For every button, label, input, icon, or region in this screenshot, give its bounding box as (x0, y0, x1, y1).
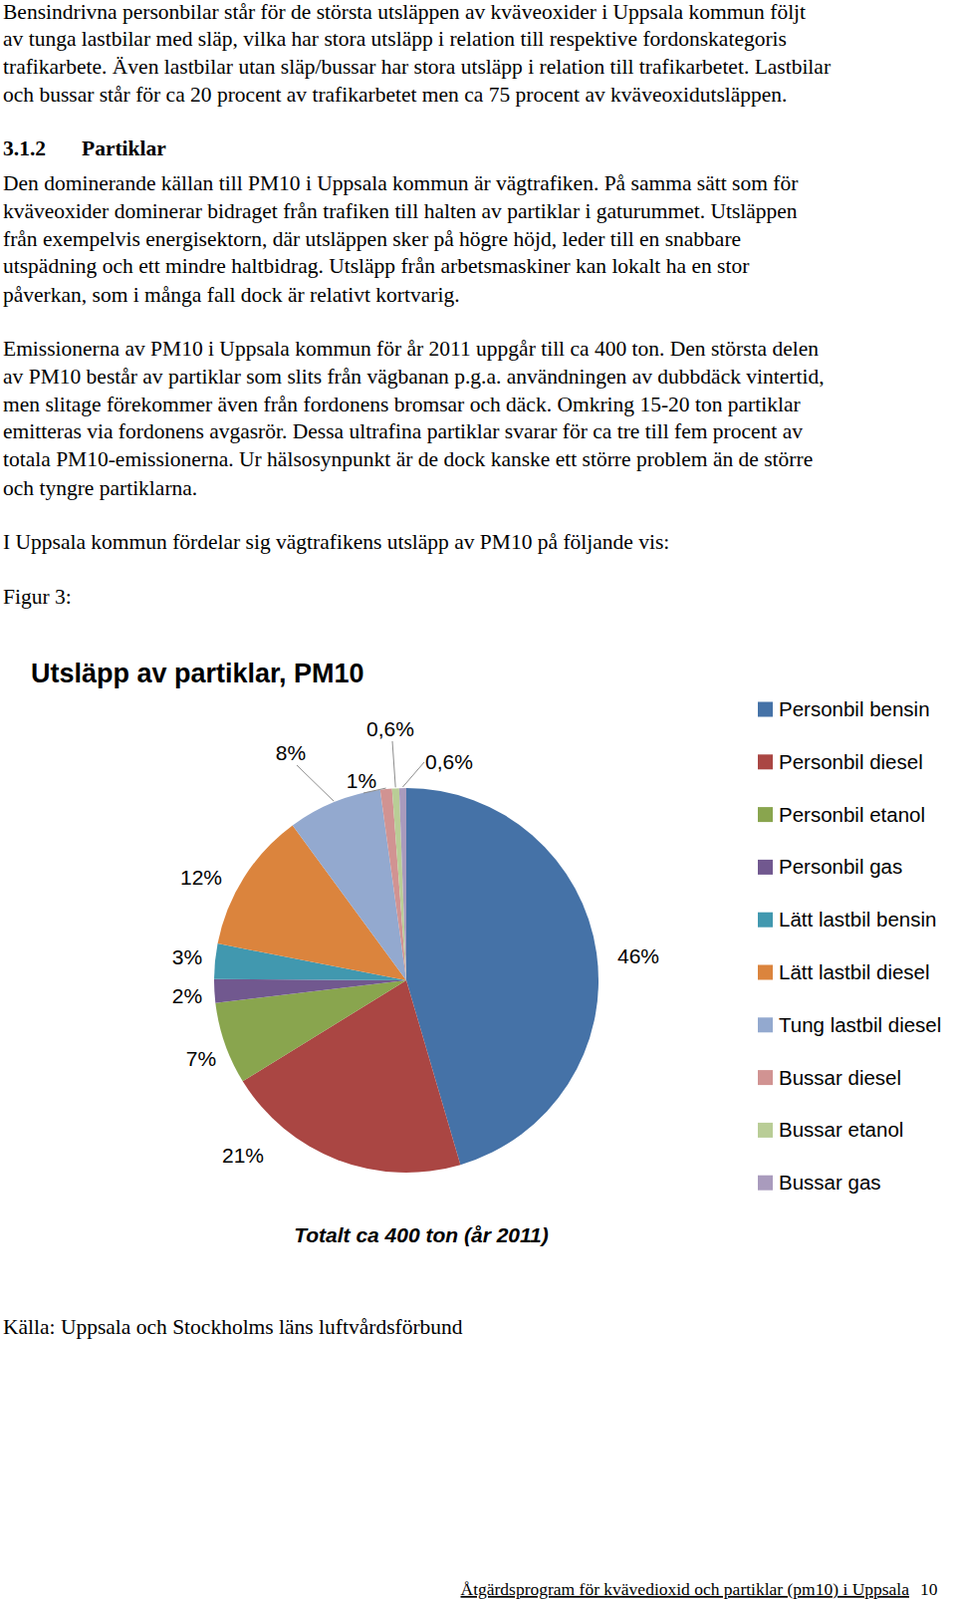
paragraph-line: trafikarbete. Även lastbilar utan släp/b… (2, 54, 831, 79)
footer-title: Åtgärdsprogram för kvävedioxid och parti… (461, 1578, 911, 1599)
legend-swatch (757, 1175, 773, 1191)
legend-label: Bussar etanol (778, 1117, 904, 1141)
chart-title: Utsläpp av partiklar, PM10 (30, 658, 365, 689)
page: Bensindrivna personbilar står för de stö… (0, 0, 956, 1600)
pie-slice (399, 787, 407, 980)
pie-slice (214, 978, 407, 1003)
legend-label: Tung lastbil diesel (778, 1012, 942, 1036)
data-label: 7% (186, 1046, 217, 1070)
legend-swatch (757, 753, 773, 769)
data-label: 0,6% (425, 749, 474, 773)
leader-line (296, 764, 334, 801)
legend-swatch (757, 806, 773, 822)
paragraph: Bensindrivna personbilar står för de stö… (2, 0, 831, 107)
paragraph-line: Emissionerna av PM10 i Uppsala kommun fö… (2, 336, 819, 361)
legend: Personbil bensin Personbil diesel Personbi… (757, 697, 942, 1194)
source: Källa: Uppsala och Stockholms läns luftv… (2, 1314, 464, 1339)
chart: Utsläpp av partiklar, PM10 46% 21% 7% 2% 3% 12… (30, 658, 942, 1246)
heading-number: 3.1.2 (2, 136, 46, 161)
data-label: 8% (275, 740, 306, 764)
data-label: 1% (346, 768, 377, 792)
legend-label: Personbil bensin (778, 697, 931, 720)
legend-swatch (757, 1122, 773, 1138)
pie-slice (392, 787, 407, 980)
pie: 46% 21% 7% 2% 3% 12% 8% 1% 0,6% 0,6% (172, 717, 660, 1173)
paragraph-line: och bussar står för ca 20 procent av tra… (2, 82, 787, 107)
legend-swatch (757, 964, 773, 980)
data-labels: 46% 21% 7% 2% 3% 12% 8% 1% 0,6% 0,6% (172, 717, 660, 1167)
document-text: Bensindrivna personbilar står för de stö… (2, 0, 939, 1599)
paragraph-line: och tyngre partiklarna. (2, 476, 198, 500)
data-label: 21% (222, 1143, 264, 1167)
legend-label: Personbil etanol (778, 802, 926, 826)
paragraph-line: av tunga lastbilar med släp, vilka har s… (2, 26, 787, 51)
leader-line (392, 740, 396, 787)
legend-swatch (757, 1016, 773, 1032)
legend-label: Personbil diesel (778, 749, 924, 773)
paragraph-line: men slitage förekommer även från fordone… (2, 392, 801, 417)
slices (214, 787, 599, 1173)
legend-swatch (757, 1069, 773, 1085)
data-label: 2% (172, 983, 203, 1007)
legend-swatch (757, 702, 773, 717)
pie-slice (380, 788, 407, 980)
paragraph-line: Bensindrivna personbilar står för de stö… (2, 0, 806, 24)
legend-label: Bussar gas (778, 1170, 882, 1194)
paragraph-line: kväveoxider dominerar bidraget från traf… (2, 199, 798, 224)
legend-label: Lätt lastbil bensin (778, 907, 937, 931)
paragraph: I Uppsala kommun fördelar sig vägtrafike… (2, 529, 670, 554)
paragraph-line: emitteras via fordonens avgasrör. Dessa … (2, 419, 803, 444)
paragraph-line: påverkan, som i många fall dock är relat… (2, 282, 461, 307)
paragraph-line: I Uppsala kommun fördelar sig vägtrafike… (2, 529, 670, 554)
legend-label: Lätt lastbil diesel (778, 959, 931, 983)
legend-swatch (757, 912, 773, 928)
paragraph-line: Den dominerande källan till PM10 i Uppsa… (2, 171, 798, 196)
data-label: 3% (172, 945, 203, 968)
data-label: 12% (180, 865, 223, 889)
background (0, 0, 956, 1600)
legend-swatch (757, 859, 773, 875)
data-label: 46% (617, 944, 660, 967)
leader-line (402, 761, 425, 787)
heading-title: Partiklar (81, 136, 167, 161)
data-label: 0,6% (366, 717, 415, 740)
footer-page: 10 (920, 1578, 939, 1599)
paragraph-line: av PM10 består av partiklar som slits fr… (2, 364, 825, 389)
paragraph-line: totala PM10-emissionerna. Ur hälsosynpun… (2, 447, 813, 472)
annotation: Totalt ca 400 ton (år 2011) (293, 1222, 549, 1246)
paragraph: Den dominerande källan till PM10 i Uppsa… (2, 171, 798, 307)
paragraph: Emissionerna av PM10 i Uppsala kommun fö… (2, 336, 825, 500)
legend-label: Bussar diesel (778, 1065, 902, 1089)
paragraph-line: utspädning och ett mindre haltbidrag. Ut… (2, 253, 749, 278)
figure-label: Figur 3: (2, 584, 72, 609)
paragraph-line: från exempelvis energisektorn, där utslä… (2, 227, 741, 251)
legend-label: Personbil gas (778, 854, 903, 878)
